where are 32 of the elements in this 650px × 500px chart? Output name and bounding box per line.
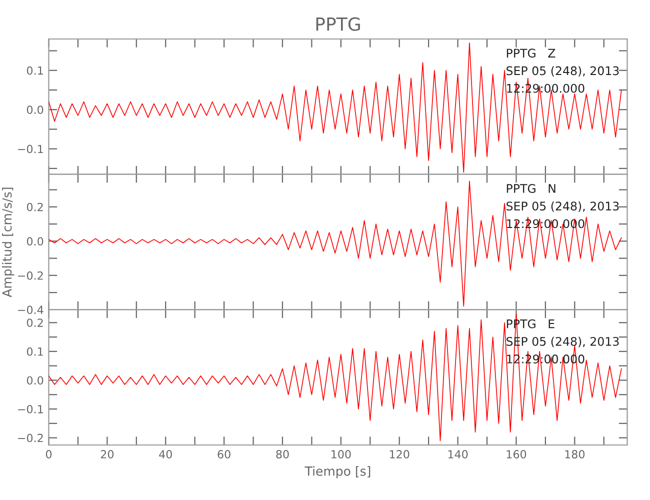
x-tick-label: 160 [506, 450, 526, 458]
x-tick-label: 100 [332, 450, 351, 458]
y-tick-label: 0.1 [26, 66, 43, 75]
x-tick-label: 20 [100, 450, 114, 458]
x-tick-label: 60 [218, 450, 230, 458]
y-tick-label: 0.2 [26, 318, 43, 328]
y-tick-label: −0.1 [18, 404, 43, 414]
chart-title: PPTG [316, 17, 360, 31]
y-tick-label: 0.2 [26, 202, 43, 212]
annotation: SEP 05 (248), 2013 [506, 201, 619, 212]
line-series [48, 314, 622, 442]
y-axis-title: Amplitud [cm/s/s] [2, 188, 14, 298]
line-series [48, 180, 622, 307]
x-tick-label: 80 [276, 450, 289, 458]
y-tick-label: 0.0 [26, 237, 44, 246]
x-tick-label: 180 [565, 450, 585, 458]
annotation: PPTG N [506, 184, 556, 193]
x-tick-label: 120 [390, 450, 410, 458]
x-tick-label: 140 [448, 450, 468, 458]
y-tick-label: −0.2 [18, 434, 43, 442]
line-series [48, 42, 622, 173]
y-tick-label: 0.1 [26, 347, 43, 356]
x-tick-label: 40 [159, 450, 172, 458]
x-tick-label: 0 [46, 450, 52, 458]
annotation: SEP 05 (248), 2013 [506, 66, 619, 77]
y-tick-label: −0.2 [18, 271, 43, 280]
annotation: PPTG Z [506, 48, 556, 58]
x-axis-title: Tiempo [s] [304, 466, 370, 478]
y-tick-label: −0.4 [18, 306, 44, 314]
y-tick-label: 0.0 [26, 106, 44, 114]
y-tick-label: −0.1 [18, 144, 43, 154]
y-tick-label: 0.0 [26, 376, 44, 385]
